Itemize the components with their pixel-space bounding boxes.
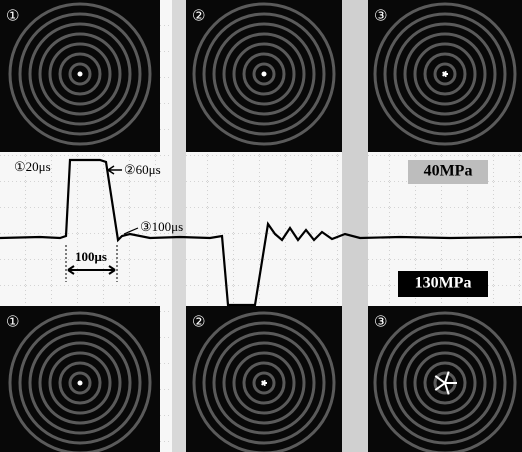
- annotation: ③100μs: [140, 219, 183, 234]
- interferogram: [186, 306, 342, 452]
- panel-label: ①: [6, 7, 19, 25]
- annotation: ①20μs: [14, 159, 51, 174]
- panel-label: ①: [6, 313, 19, 331]
- interferogram: [0, 306, 160, 452]
- annotation: ②60μs: [124, 162, 161, 177]
- annotation: 100μs: [75, 249, 107, 264]
- center-spot: [262, 72, 267, 77]
- panel-label: ②: [192, 7, 205, 25]
- center-spot: [78, 381, 83, 386]
- interferogram: [368, 306, 522, 452]
- pressure-label: 130MPa: [415, 275, 472, 292]
- crack: [264, 380, 265, 383]
- panel-label: ③: [374, 313, 387, 331]
- crack: [445, 71, 446, 74]
- pressure-label: 40MPa: [424, 163, 473, 180]
- strip: [342, 0, 368, 452]
- panel-label: ②: [192, 313, 205, 331]
- figure: ① ② ③ ① ② ③ ①20μs ②60μs ③100μs 100μs 40MPa 13…: [0, 0, 522, 452]
- panel-label: ③: [374, 7, 387, 25]
- center-spot: [78, 72, 83, 77]
